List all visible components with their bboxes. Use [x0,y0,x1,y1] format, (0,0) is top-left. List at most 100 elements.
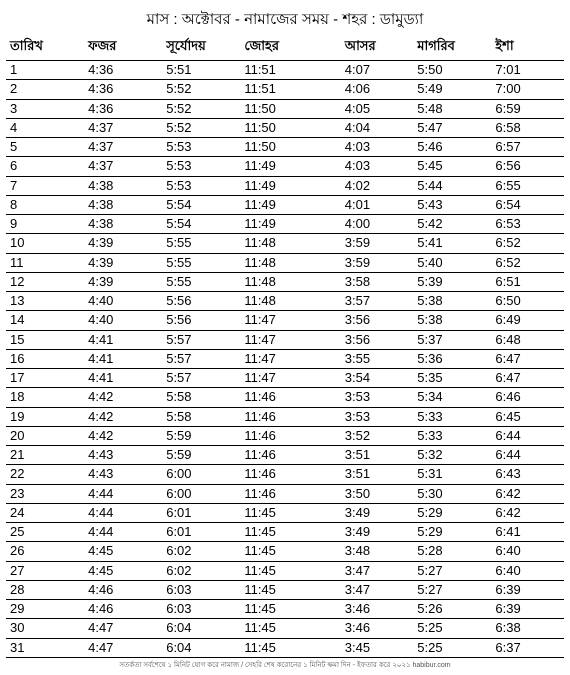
cell: 4:41 [84,369,162,388]
col-sunrise: সূর্যোদয় [162,35,240,61]
cell: 4:41 [84,349,162,368]
cell: 11:47 [240,349,340,368]
cell: 6:50 [491,292,564,311]
cell: 3:50 [341,484,414,503]
cell: 16 [6,349,84,368]
cell: 3:59 [341,234,414,253]
cell: 6:47 [491,349,564,368]
table-row: 104:395:5511:483:595:416:52 [6,234,564,253]
cell: 5:33 [413,426,491,445]
cell: 3:48 [341,542,414,561]
cell: 5:55 [162,234,240,253]
table-row: 234:446:0011:463:505:306:42 [6,484,564,503]
cell: 5:34 [413,388,491,407]
cell: 6:41 [491,523,564,542]
cell: 6:39 [491,580,564,599]
cell: 11:49 [240,157,340,176]
table-row: 304:476:0411:453:465:256:38 [6,619,564,638]
cell: 6:40 [491,542,564,561]
cell: 6:03 [162,580,240,599]
table-row: 154:415:5711:473:565:376:48 [6,330,564,349]
cell: 6:54 [491,195,564,214]
cell: 3:45 [341,638,414,657]
cell: 8 [6,195,84,214]
cell: 22 [6,465,84,484]
cell: 4:03 [341,138,414,157]
cell: 5:32 [413,446,491,465]
cell: 3:51 [341,465,414,484]
cell: 11:46 [240,465,340,484]
cell: 4:44 [84,484,162,503]
cell: 3:51 [341,446,414,465]
cell: 11:49 [240,195,340,214]
cell: 3:54 [341,369,414,388]
cell: 5:55 [162,253,240,272]
cell: 5:33 [413,407,491,426]
table-row: 44:375:5211:504:045:476:58 [6,118,564,137]
cell: 21 [6,446,84,465]
cell: 4:46 [84,580,162,599]
header-row: তারিখ ফজর সূর্যোদয় জোহর আসর মাগরিব ইশা [6,35,564,61]
cell: 11:45 [240,638,340,657]
cell: 7 [6,176,84,195]
cell: 3:56 [341,330,414,349]
cell: 5:58 [162,407,240,426]
cell: 7:00 [491,80,564,99]
table-row: 14:365:5111:514:075:507:01 [6,61,564,80]
cell: 4:43 [84,465,162,484]
cell: 11:45 [240,523,340,542]
cell: 5:51 [162,61,240,80]
table-row: 204:425:5911:463:525:336:44 [6,426,564,445]
col-maghrib: মাগরিব [413,35,491,61]
cell: 6:51 [491,272,564,291]
cell: 29 [6,600,84,619]
cell: 5:27 [413,561,491,580]
cell: 5:59 [162,426,240,445]
cell: 5:48 [413,99,491,118]
cell: 5:54 [162,215,240,234]
cell: 11:49 [240,176,340,195]
cell: 6:00 [162,465,240,484]
cell: 3:47 [341,561,414,580]
table-row: 274:456:0211:453:475:276:40 [6,561,564,580]
cell: 11:46 [240,426,340,445]
cell: 11:45 [240,619,340,638]
cell: 6:03 [162,600,240,619]
table-row: 184:425:5811:463:535:346:46 [6,388,564,407]
cell: 6:45 [491,407,564,426]
cell: 4:42 [84,388,162,407]
cell: 5:52 [162,99,240,118]
cell: 4:40 [84,311,162,330]
cell: 11:45 [240,561,340,580]
cell: 5:40 [413,253,491,272]
cell: 6:42 [491,484,564,503]
table-row: 24:365:5211:514:065:497:00 [6,80,564,99]
col-asr: আসর [341,35,414,61]
cell: 11:50 [240,118,340,137]
cell: 27 [6,561,84,580]
cell: 4:37 [84,118,162,137]
cell: 4:05 [341,99,414,118]
cell: 26 [6,542,84,561]
page-title: মাস : অক্টোবর - নামাজের সময় - শহর : ডাম… [6,4,564,35]
table-row: 314:476:0411:453:455:256:37 [6,638,564,657]
cell: 11:51 [240,61,340,80]
cell: 4 [6,118,84,137]
cell: 23 [6,484,84,503]
cell: 3:59 [341,253,414,272]
cell: 5:49 [413,80,491,99]
cell: 4:01 [341,195,414,214]
cell: 4:47 [84,638,162,657]
table-row: 74:385:5311:494:025:446:55 [6,176,564,195]
cell: 3:55 [341,349,414,368]
cell: 4:43 [84,446,162,465]
cell: 5:38 [413,292,491,311]
cell: 5:57 [162,349,240,368]
table-row: 144:405:5611:473:565:386:49 [6,311,564,330]
cell: 11:50 [240,99,340,118]
col-fajr: ফজর [84,35,162,61]
cell: 4:36 [84,80,162,99]
table-row: 34:365:5211:504:055:486:59 [6,99,564,118]
cell: 5:41 [413,234,491,253]
table-row: 114:395:5511:483:595:406:52 [6,253,564,272]
